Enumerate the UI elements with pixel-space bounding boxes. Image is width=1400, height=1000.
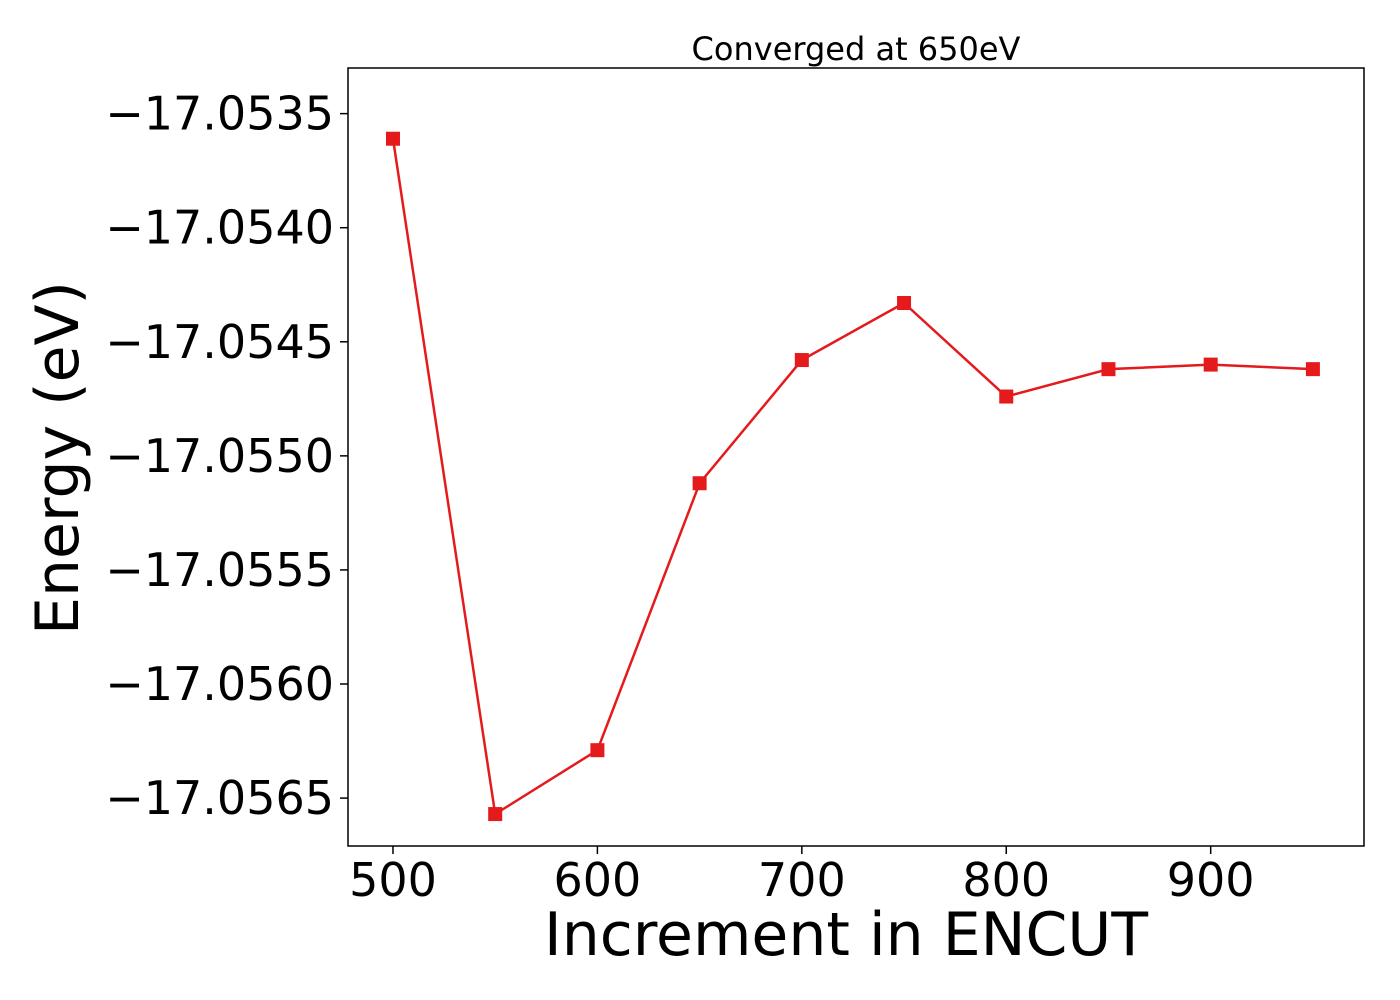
y-axis: −17.0535 −17.0540 −17.0545 −17.0550 −17.0555… [105,87,348,825]
data-point-marker [1305,362,1320,377]
y-tick-label: −17.0565 [105,771,334,825]
data-point-marker [590,743,605,758]
x-axis-label: Increment in ENCUT [544,900,1148,970]
y-axis-label: Energy (eV) [23,281,93,635]
y-tick-label: −17.0550 [105,429,334,483]
y-tick-label: −17.0555 [105,543,334,597]
y-tick-label: −17.0540 [105,201,334,255]
x-tick-label: 600 [553,853,641,907]
plot-area-frame [347,67,1365,847]
x-tick-label: 500 [349,853,437,907]
x-axis: 500 600 700 800 900 [349,846,1255,907]
data-point-marker [1203,357,1218,372]
x-tick-label: 700 [758,853,846,907]
data-point-marker [1101,362,1116,377]
series-line [391,138,1313,817]
y-tick-label: −17.0535 [105,87,334,141]
data-point-marker [897,295,912,310]
data-point-marker [999,389,1014,404]
data-point-marker [794,353,809,368]
series-layer [385,131,1320,822]
x-tick-label: 800 [962,853,1050,907]
y-tick-label: −17.0545 [105,315,334,369]
x-tick-label: 900 [1167,853,1255,907]
chart-title: Converged at 650eV [692,30,1021,68]
data-point-marker [385,131,400,146]
data-point-marker [692,476,707,491]
data-point-marker [488,807,503,822]
y-tick-label: −17.0560 [105,657,334,711]
